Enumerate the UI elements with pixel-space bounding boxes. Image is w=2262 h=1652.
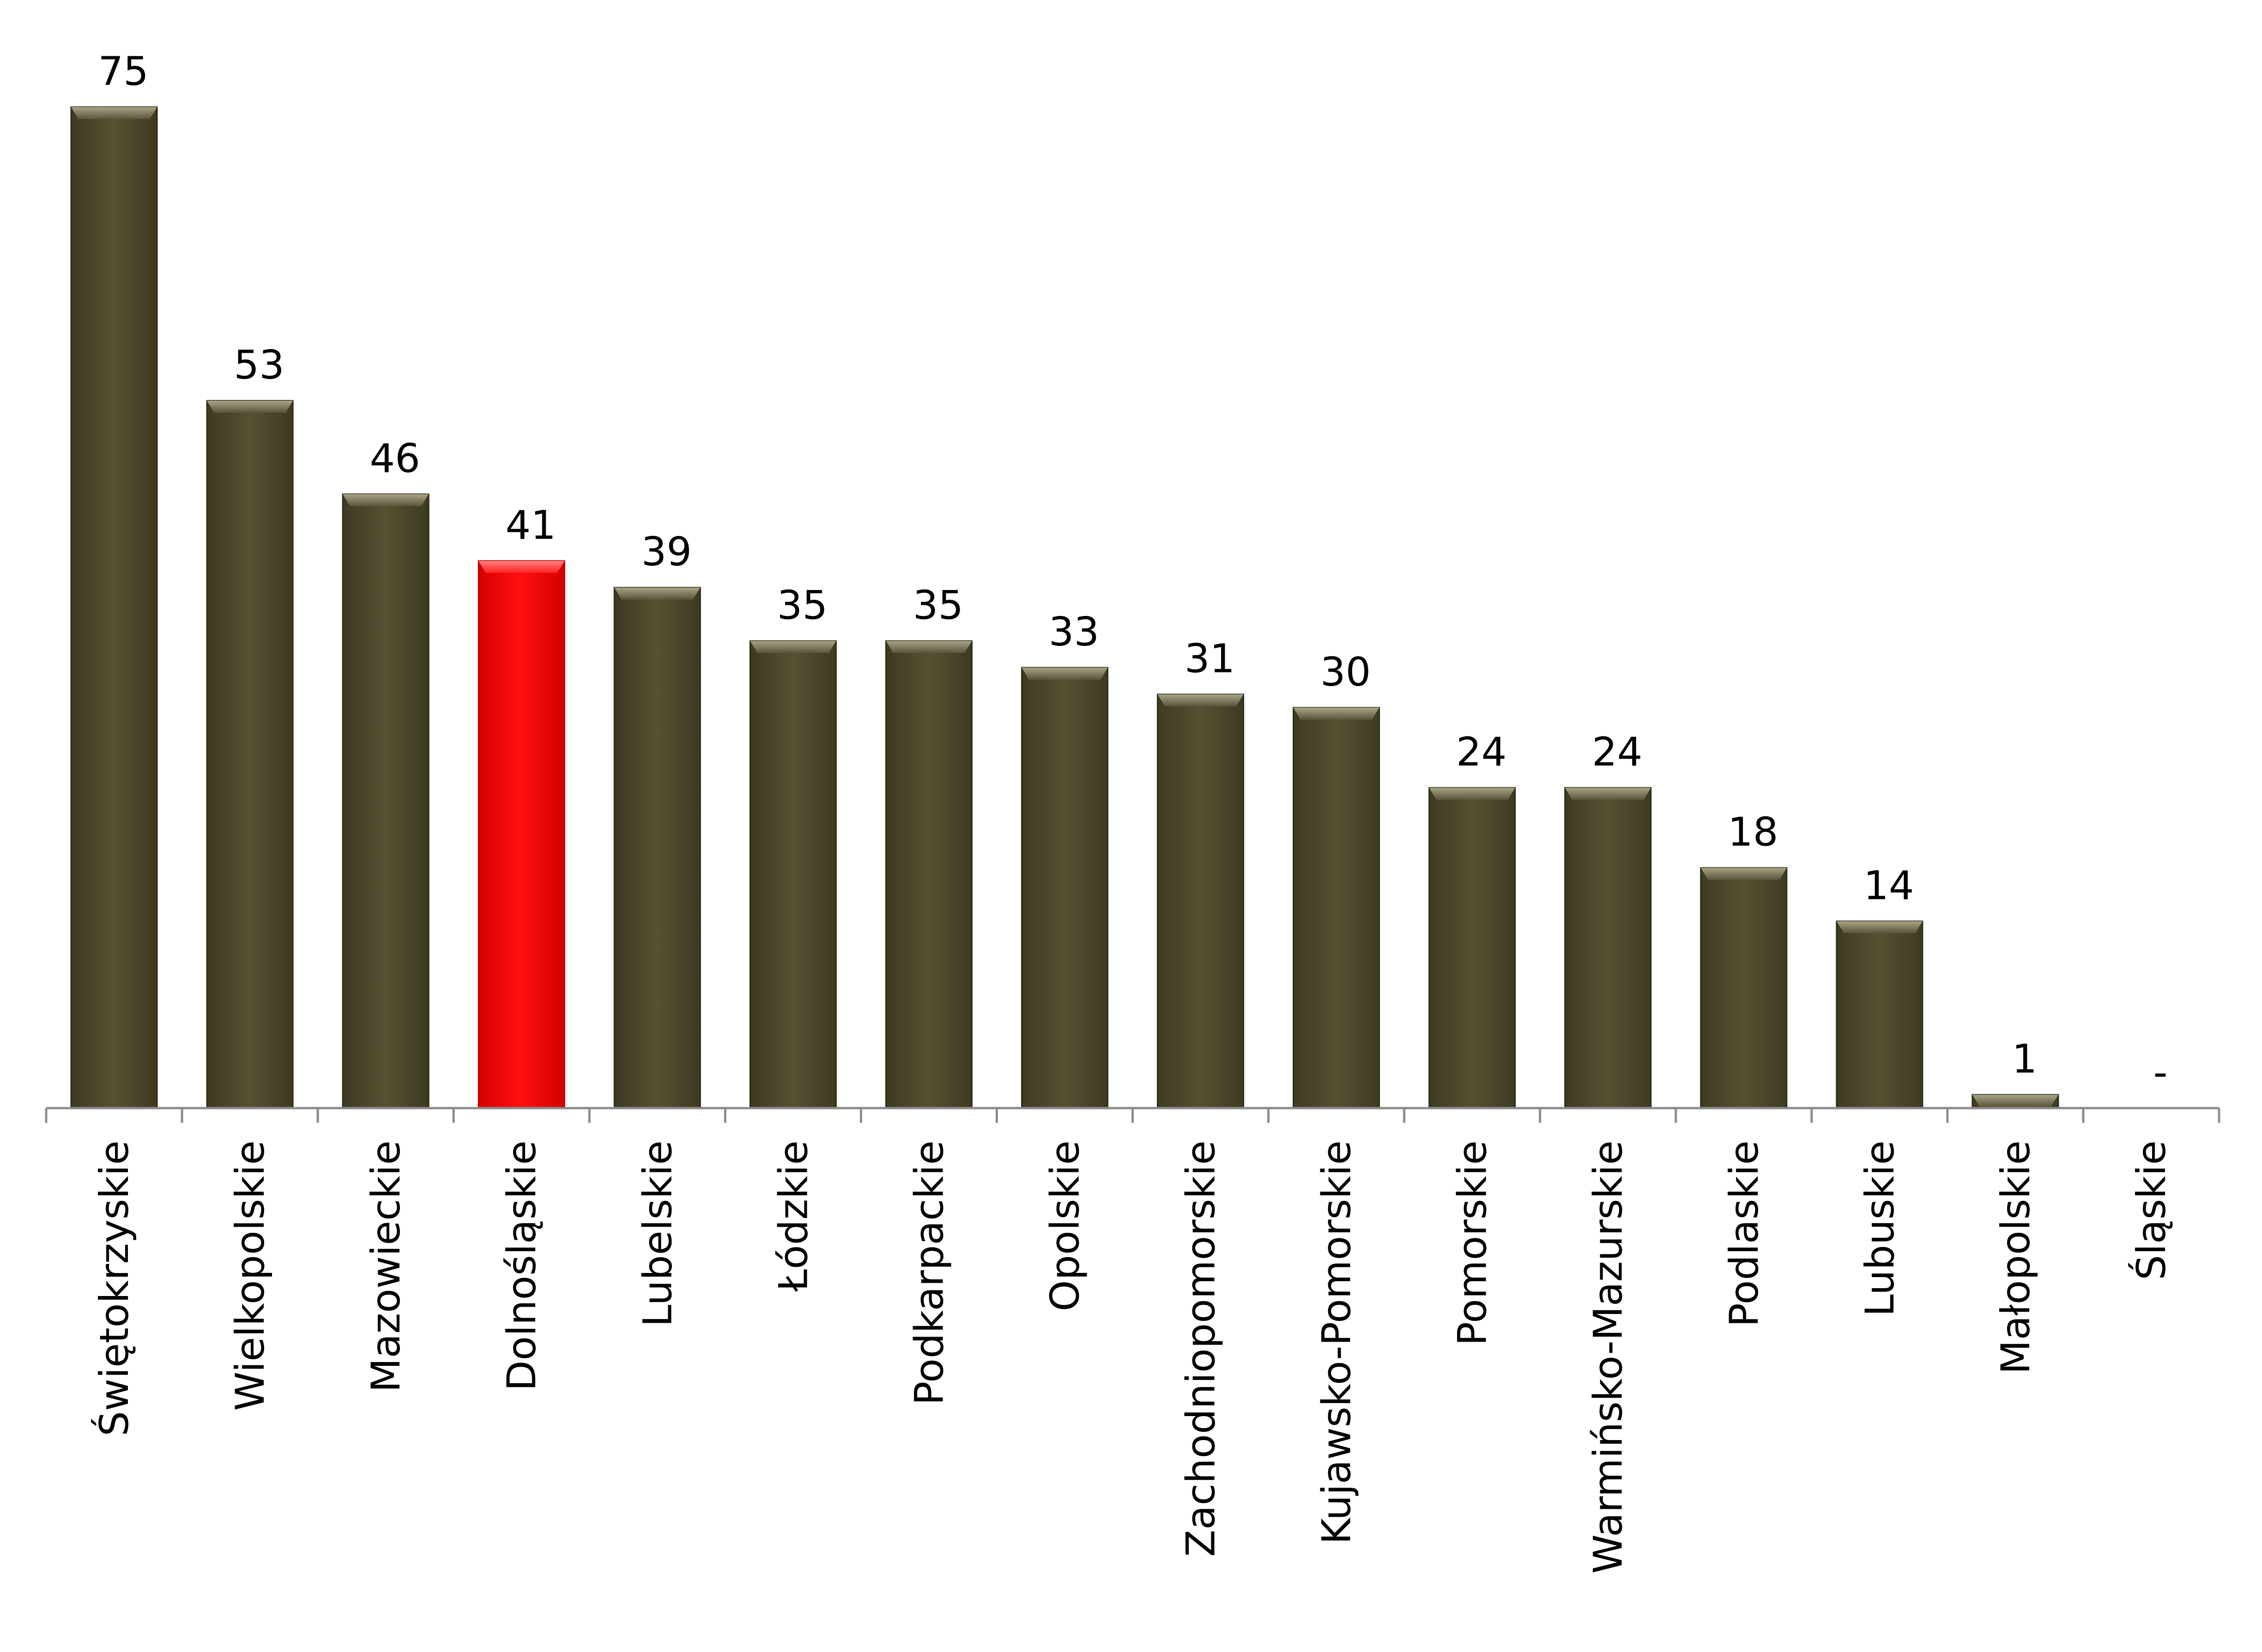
bar-bevel xyxy=(886,641,972,653)
bar-body xyxy=(1564,787,1652,1109)
bar-body xyxy=(749,640,837,1109)
bar xyxy=(478,560,565,1109)
bar-body xyxy=(1700,867,1788,1109)
bar-bevel xyxy=(71,107,157,119)
bar xyxy=(70,106,158,1109)
bar xyxy=(206,400,294,1109)
bar xyxy=(613,587,701,1109)
data-label: 33 xyxy=(1049,609,1099,655)
data-label: 41 xyxy=(506,502,556,549)
x-axis xyxy=(45,1107,2220,1123)
bar xyxy=(885,640,973,1109)
x-tick-label: Świętokrzyskie xyxy=(91,1140,138,1436)
data-label: 14 xyxy=(1863,862,1914,909)
bars-layer xyxy=(70,106,2059,1109)
bar-bevel xyxy=(207,400,293,413)
data-label: 39 xyxy=(641,529,692,575)
bar-bevel xyxy=(614,587,701,600)
x-tick-label: Kujawsko-Pomorskie xyxy=(1314,1140,1360,1544)
x-tick-label: Zachodniopomorskie xyxy=(1178,1140,1224,1557)
data-label: 35 xyxy=(777,582,828,628)
bar-bevel xyxy=(1700,868,1787,880)
bar xyxy=(1293,707,1380,1109)
bar-bevel xyxy=(343,494,429,506)
x-tick-label: Warmińsko-Mazurskie xyxy=(1585,1140,1632,1574)
bar xyxy=(1972,1094,2059,1109)
bar-bevel xyxy=(1836,921,1923,934)
bar xyxy=(342,493,429,1109)
bar-body xyxy=(613,587,701,1109)
data-label: - xyxy=(2153,1049,2167,1096)
bar-bevel xyxy=(1972,1095,2058,1107)
bar-body xyxy=(885,640,973,1109)
x-tick-label: Lubuskie xyxy=(1857,1140,1903,1316)
bar-body xyxy=(1836,920,1923,1109)
data-label: 53 xyxy=(234,342,284,388)
x-tick-labels: Świętokrzyskie Wielkopolskie Mazowieckie Do… xyxy=(91,1140,2175,1574)
data-label: 24 xyxy=(1592,729,1642,775)
bar xyxy=(1428,787,1516,1109)
bar-bevel xyxy=(750,641,836,653)
bar-bevel xyxy=(1022,668,1108,680)
data-label: 75 xyxy=(98,48,148,95)
x-tick-label: Podkarpackie xyxy=(906,1140,952,1405)
bar-bevel xyxy=(1429,788,1515,800)
data-label: 24 xyxy=(1456,729,1506,775)
bar xyxy=(749,640,837,1109)
data-label: 35 xyxy=(913,582,963,628)
x-tick-label: Małopolskie xyxy=(1993,1140,2039,1374)
bar xyxy=(1564,787,1652,1109)
bar-body xyxy=(1157,693,1245,1109)
x-tick-label: Lubelskie xyxy=(635,1140,681,1327)
data-label: 30 xyxy=(1320,649,1371,695)
bar xyxy=(1700,867,1788,1109)
x-tick-label: Łódzkie xyxy=(770,1140,816,1292)
bar-body xyxy=(206,400,294,1109)
x-tick-label: Pomorskie xyxy=(1450,1140,1496,1346)
bar-body xyxy=(1428,787,1516,1109)
bar-body xyxy=(342,493,429,1109)
bar-body xyxy=(1021,667,1108,1109)
bar-body xyxy=(70,106,158,1109)
bar-bevel xyxy=(1565,788,1651,800)
bar xyxy=(1021,667,1108,1109)
bar-bevel xyxy=(1157,694,1244,706)
data-label: 31 xyxy=(1185,636,1235,682)
data-label: 46 xyxy=(369,435,420,482)
x-tick-label: Mazowieckie xyxy=(363,1140,409,1393)
x-tick-label: Opolskie xyxy=(1042,1140,1088,1311)
bar-bevel xyxy=(1293,707,1379,720)
x-tick-label: Dolnośląskie xyxy=(499,1140,545,1391)
bar-body xyxy=(478,560,565,1109)
bar xyxy=(1157,693,1245,1109)
bar-body xyxy=(1293,707,1380,1109)
data-label: 1 xyxy=(2012,1036,2038,1082)
x-tick-label: Podlaskie xyxy=(1721,1140,1767,1327)
x-tick-label: Wielkopolskie xyxy=(227,1140,273,1411)
bar-bevel xyxy=(478,561,565,573)
x-tick-label: Śląskie xyxy=(2128,1140,2175,1280)
data-label: 18 xyxy=(1728,809,1778,856)
data-labels-layer: 75 53 46 41 39 35 35 33 31 30 24 24 18 14 1 - xyxy=(98,48,2167,1096)
bar xyxy=(1836,920,1923,1109)
